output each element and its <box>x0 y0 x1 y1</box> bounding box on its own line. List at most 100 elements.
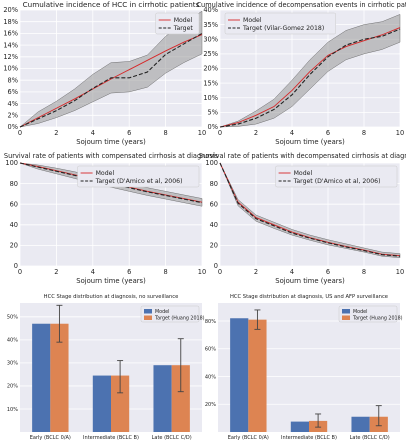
x-tick-label: 0 <box>18 268 22 276</box>
y-tick-label: 30% <box>203 35 218 43</box>
bar-model <box>32 323 51 432</box>
y-tick-label: 12% <box>3 53 18 61</box>
y-tick-label: 20 <box>210 242 218 250</box>
series-line-target <box>219 28 401 128</box>
y-tick-label: 0% <box>8 123 18 131</box>
bar-target <box>50 323 69 432</box>
x-tick-label: 6 <box>326 129 330 137</box>
legend-label: Target (Huang 2018) <box>154 316 205 322</box>
x-axis-label: Sojourn time (years) <box>275 138 345 146</box>
legend-box <box>140 305 200 323</box>
x-tick-label: 10 <box>198 268 206 276</box>
legend-label: Model <box>96 170 115 177</box>
x-tick-label: Early (BCLC 0/A) <box>30 435 71 440</box>
y-tick-label: 10% <box>203 94 218 102</box>
y-tick-label: 14% <box>3 41 18 49</box>
x-axis-label: Sojourn time (years) <box>76 277 146 285</box>
x-tick-label: Intermediate (BCLC B) <box>83 435 139 440</box>
x-tick-label: Late (BCLC C/D) <box>152 435 192 440</box>
legend-box <box>224 12 336 35</box>
series-line-target <box>219 162 401 257</box>
y-tick-label: 20% <box>203 65 218 73</box>
y-tick-label: 20% <box>3 6 18 14</box>
y-tick-label: 10% <box>7 407 18 413</box>
x-tick-label: 8 <box>163 129 167 137</box>
legend-label: Model <box>174 17 193 24</box>
y-tick-label: 80 <box>10 180 18 188</box>
y-tick-label: 30% <box>7 361 18 367</box>
x-tick-label: 6 <box>127 129 131 137</box>
x-tick-label: 10 <box>198 129 206 137</box>
y-tick-label: 40% <box>203 6 218 14</box>
y-tick-label: 100 <box>5 159 18 167</box>
x-tick-label: 6 <box>127 268 131 276</box>
chart-title: Survival rate of patients with decompens… <box>199 152 406 160</box>
x-tick-label: 2 <box>254 268 258 276</box>
y-tick-label: 10% <box>3 65 18 73</box>
chart-1: Cumulative incidence of HCC in cirrhotic… <box>3 0 206 146</box>
legend-label: Model <box>353 309 367 315</box>
y-tick-label: 2% <box>8 112 18 120</box>
x-tick-label: 2 <box>254 129 258 137</box>
series-line-model <box>19 34 203 128</box>
y-tick-label: 60 <box>210 200 218 208</box>
x-tick-label: 4 <box>290 268 294 276</box>
x-tick-label: 8 <box>362 268 366 276</box>
series-line-target <box>19 32 203 128</box>
x-tick-label: 0 <box>218 268 222 276</box>
x-tick-label: 10 <box>396 129 404 137</box>
y-tick-label: 40% <box>7 338 18 344</box>
legend-swatch <box>144 315 152 320</box>
y-tick-label: 20% <box>7 384 18 390</box>
chart-4: Survival rate of patients with decompens… <box>199 152 406 285</box>
bar-model <box>153 365 172 432</box>
y-tick-label: 4% <box>8 100 18 108</box>
y-tick-label: 16% <box>3 30 18 38</box>
y-tick-label: 80% <box>205 319 216 325</box>
legend-box <box>77 165 200 188</box>
x-tick-label: 6 <box>326 268 330 276</box>
bar-target <box>248 319 267 432</box>
x-axis-label: Sojourn time (years) <box>275 277 345 285</box>
x-axis-label: Sojourn time (years) <box>76 138 146 146</box>
y-tick-label: 80 <box>210 180 218 188</box>
legend-label: Model <box>243 17 262 24</box>
legend-swatch <box>144 309 152 314</box>
y-tick-label: 60% <box>205 347 216 353</box>
x-tick-label: 8 <box>163 268 167 276</box>
x-tick-label: Late (BCLC C/D) <box>350 435 390 440</box>
x-tick-label: Intermediate (BCLC B) <box>281 435 337 440</box>
chart-title: Cumulative incidence of HCC in cirrhotic… <box>23 0 200 9</box>
legend-label: Target (Huang 2018) <box>352 316 403 322</box>
confidence-band <box>19 10 203 128</box>
bar-model <box>230 318 249 432</box>
legend-box <box>155 12 200 35</box>
legend-label: Model <box>155 309 169 315</box>
bar-model <box>351 416 370 432</box>
y-tick-label: 40 <box>10 221 18 229</box>
x-tick-label: 4 <box>91 129 95 137</box>
x-tick-label: 4 <box>290 129 294 137</box>
chart-2: Cumulative incidence of decompensation e… <box>196 1 406 146</box>
y-tick-label: 15% <box>203 79 218 87</box>
chart-3: Survival rate of patients with compensat… <box>4 152 219 285</box>
x-tick-label: 4 <box>91 268 95 276</box>
x-tick-label: 10 <box>396 268 404 276</box>
y-tick-label: 0 <box>14 262 18 270</box>
bar-model <box>92 375 111 432</box>
legend-label: Target (Vilar-Gomez 2018) <box>242 25 324 32</box>
legend-label: Target (D'Amico et al, 2006) <box>95 178 183 185</box>
x-tick-label: 8 <box>362 129 366 137</box>
bar-target <box>171 365 190 432</box>
y-tick-label: 35% <box>203 21 218 29</box>
y-tick-label: 0% <box>208 123 218 131</box>
legend-label: Model <box>294 170 313 177</box>
legend-swatch <box>342 315 350 320</box>
chart-title: Cumulative incidence of decompensation e… <box>196 1 406 9</box>
y-tick-label: 40 <box>210 221 218 229</box>
x-tick-label: Early (BCLC 0/A) <box>228 435 269 440</box>
y-tick-label: 18% <box>3 18 18 26</box>
